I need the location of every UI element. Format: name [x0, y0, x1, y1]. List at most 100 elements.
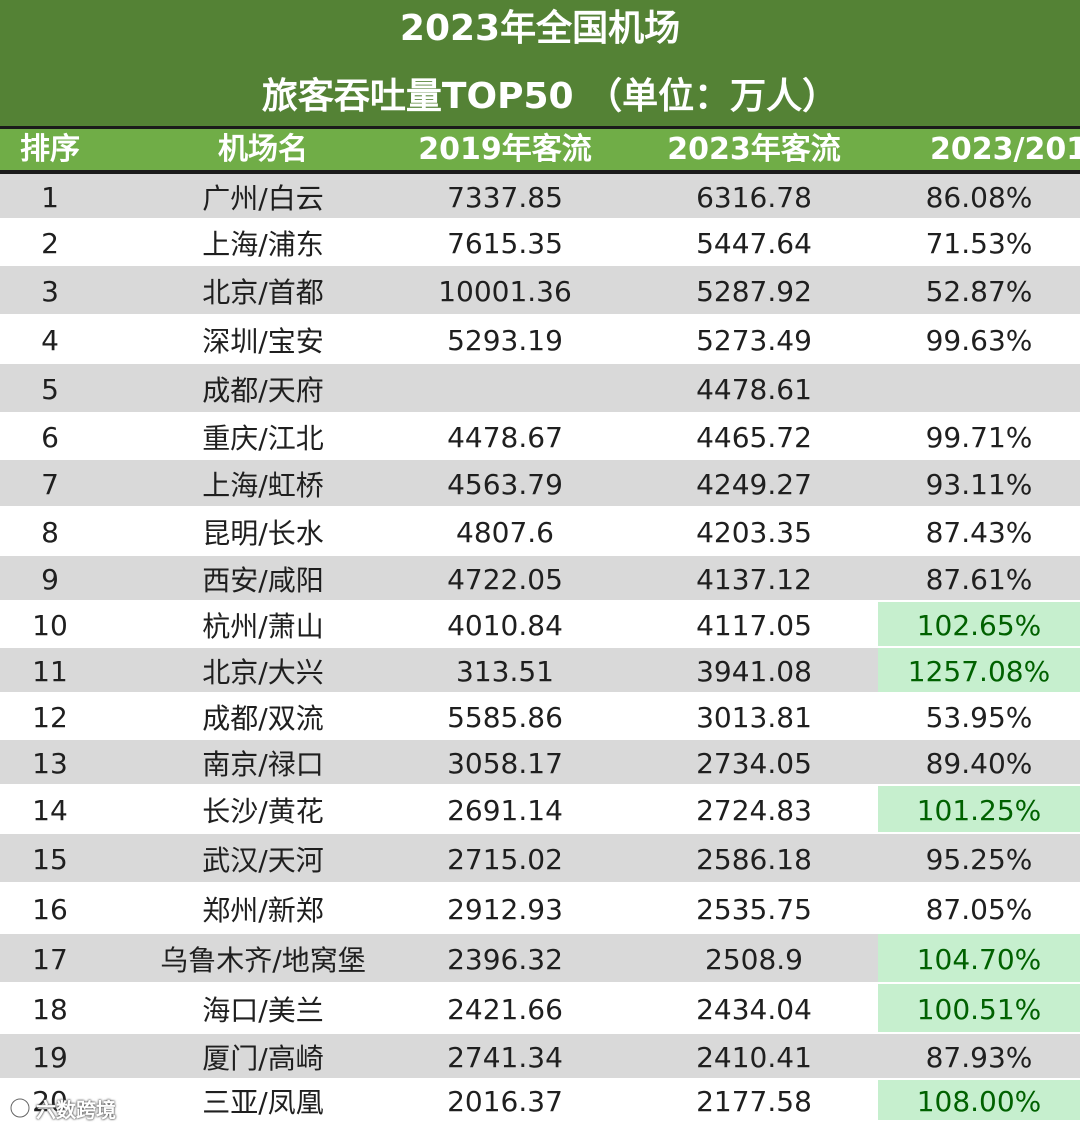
ratio-cell: 87.61% [925, 562, 1033, 596]
passengers-2023-cell: 2734.05 [696, 746, 812, 780]
passengers-2023-cell: 5273.49 [696, 323, 812, 357]
header-bottom-rule [0, 170, 1080, 174]
rank-cell: 15 [32, 842, 68, 876]
ratio-cell: 93.11% [925, 467, 1033, 501]
passengers-2023-cell: 3013.81 [696, 700, 812, 734]
ratio-cell: 89.40% [925, 746, 1033, 780]
ratio-cell: 95.25% [925, 842, 1033, 876]
passengers-2023-cell: 3941.08 [696, 654, 812, 688]
passengers-2019-cell: 10001.36 [438, 274, 572, 308]
rank-cell: 17 [32, 942, 68, 976]
table-row: 4 深圳/宝安 5293.19 5273.49 99.63% [0, 316, 1080, 364]
table-row: 14 长沙/黄花 2691.14 2724.83 101.25% [0, 786, 1080, 834]
airport-name-cell: 成都/天府 [202, 374, 324, 407]
table-row: 9 西安/咸阳 4722.05 4137.12 87.61% [0, 556, 1080, 602]
passengers-2019-cell: 313.51 [456, 654, 554, 688]
passengers-2023-cell: 2535.75 [696, 892, 812, 926]
airport-name-cell: 成都/双流 [202, 702, 324, 735]
rank-cell: 2 [41, 226, 59, 260]
column-header-row: 排序 机场名 2019年客流 2023年客流 2023/2019 [0, 129, 1080, 170]
passengers-2023-cell: 4137.12 [696, 562, 812, 596]
header-top-rule [0, 126, 1080, 129]
table-row: 10 杭州/萧山 4010.84 4117.05 102.65% [0, 602, 1080, 648]
passengers-2023-cell: 2586.18 [696, 842, 812, 876]
passengers-2019-cell: 7615.35 [447, 226, 563, 260]
ratio-cell: 104.70% [878, 934, 1080, 984]
rank-cell: 14 [32, 793, 68, 827]
airport-name-cell: 上海/浦东 [202, 228, 324, 261]
airport-name-cell: 昆明/长水 [202, 517, 324, 550]
ratio-cell: 53.95% [925, 700, 1033, 734]
ratio-cell: 1257.08% [878, 648, 1080, 694]
table-row: 7 上海/虹桥 4563.79 4249.27 93.11% [0, 460, 1080, 508]
ratio-cell: 102.65% [878, 602, 1080, 648]
passengers-2023-cell: 6316.78 [696, 180, 812, 214]
column-header-ratio: 2023/2019 [930, 132, 1080, 167]
table-row: 5 成都/天府 4478.61 [0, 364, 1080, 414]
table-row: 15 武汉/天河 2715.02 2586.18 95.25% [0, 834, 1080, 884]
table-row: 18 海口/美兰 2421.66 2434.04 100.51% [0, 984, 1080, 1034]
table-subtitle: 旅客吞吐量TOP50 （单位：万人） [261, 76, 839, 117]
rank-cell: 12 [32, 700, 68, 734]
passengers-2019-cell: 2016.37 [447, 1084, 563, 1118]
ratio-cell: 99.71% [925, 420, 1033, 454]
ratio-cell: 86.08% [925, 180, 1033, 214]
passengers-2019-cell: 2691.14 [447, 793, 563, 827]
ratio-cell: 52.87% [925, 274, 1033, 308]
passengers-2023-cell: 2410.41 [696, 1040, 812, 1074]
passengers-2023-cell: 5447.64 [696, 226, 812, 260]
rank-cell: 8 [41, 515, 59, 549]
passengers-2023-cell: 4249.27 [696, 467, 812, 501]
passengers-2023-cell: 2177.58 [696, 1084, 812, 1118]
column-header-2019: 2019年客流 [418, 132, 592, 167]
rank-cell: 11 [32, 654, 68, 688]
passengers-2019-cell: 2741.34 [447, 1040, 563, 1074]
table-row: 16 郑州/新郑 2912.93 2535.75 87.05% [0, 884, 1080, 934]
passengers-2023-cell: 4117.05 [696, 608, 812, 642]
airport-name-cell: 广州/白云 [202, 182, 324, 215]
passengers-2019-cell: 2912.93 [447, 892, 563, 926]
airport-name-cell: 乌鲁木齐/地窝堡 [160, 944, 366, 977]
passengers-2019-cell: 4807.6 [456, 515, 554, 549]
column-header-airport: 机场名 [218, 132, 308, 167]
passengers-2023-cell: 4203.35 [696, 515, 812, 549]
passengers-2019-cell: 4478.67 [447, 420, 563, 454]
airport-name-cell: 郑州/新郑 [202, 894, 324, 927]
rank-cell: 5 [41, 372, 59, 406]
rank-cell: 9 [41, 562, 59, 596]
column-header-rank: 排序 [20, 132, 80, 167]
airport-name-cell: 厦门/高崎 [202, 1042, 324, 1075]
ratio-cell [878, 364, 1080, 414]
passengers-2023-cell: 2724.83 [696, 793, 812, 827]
table-row: 17 乌鲁木齐/地窝堡 2396.32 2508.9 104.70% [0, 934, 1080, 984]
airport-name-cell: 武汉/天河 [202, 844, 324, 877]
passengers-2019-cell: 3058.17 [447, 746, 563, 780]
rank-cell: 7 [41, 467, 59, 501]
ratio-cell: 99.63% [925, 323, 1033, 357]
rank-cell: 13 [32, 746, 68, 780]
ratio-cell: 87.93% [925, 1040, 1033, 1074]
passengers-2019-cell: 7337.85 [447, 180, 563, 214]
airport-name-cell: 深圳/宝安 [202, 325, 324, 358]
passengers-2023-cell: 5287.92 [696, 274, 812, 308]
airport-name-cell: 南京/禄口 [202, 748, 324, 781]
passengers-2019-cell: 5293.19 [447, 323, 563, 357]
passengers-2023-cell: 2508.9 [705, 942, 803, 976]
ratio-cell: 87.43% [925, 515, 1033, 549]
table-row: 19 厦门/高崎 2741.34 2410.41 87.93% [0, 1034, 1080, 1080]
rank-cell: 19 [32, 1040, 68, 1074]
airport-name-cell: 三亚/凤凰 [202, 1086, 324, 1119]
rank-cell: 18 [32, 992, 68, 1026]
column-header-2023: 2023年客流 [667, 132, 841, 167]
rank-cell: 1 [41, 180, 59, 214]
ratio-cell: 71.53% [925, 226, 1033, 260]
airport-name-cell: 杭州/萧山 [202, 610, 324, 643]
rank-cell: 20 [32, 1084, 68, 1118]
airport-name-cell: 海口/美兰 [202, 994, 324, 1027]
table-row: 3 北京/首都 10001.36 5287.92 52.87% [0, 266, 1080, 316]
ratio-cell: 100.51% [878, 984, 1080, 1034]
passengers-2019-cell: 4722.05 [447, 562, 563, 596]
passengers-2023-cell: 4465.72 [696, 420, 812, 454]
airport-name-cell: 西安/咸阳 [202, 564, 324, 597]
airport-name-cell: 北京/大兴 [202, 656, 324, 689]
